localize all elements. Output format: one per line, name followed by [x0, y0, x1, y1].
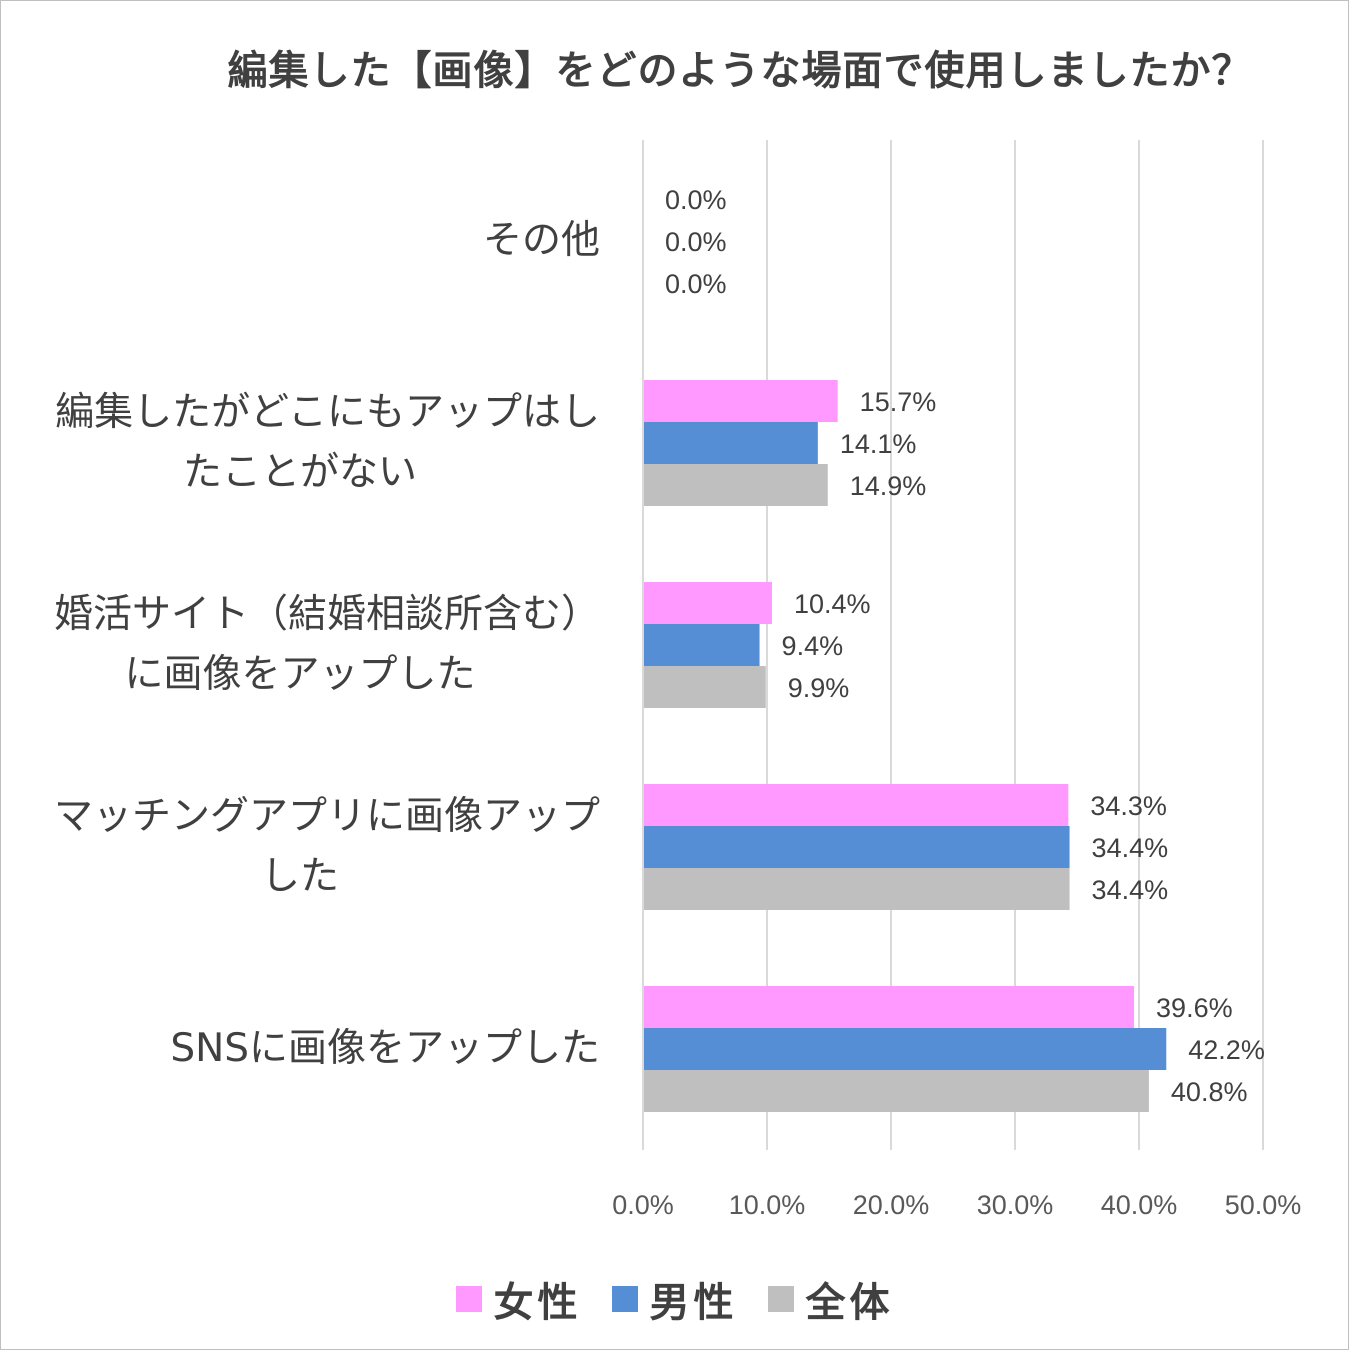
- chart-title: 編集した【画像】をどのような場面で使用しましたか？: [227, 48, 1253, 94]
- bar-male: [643, 624, 760, 666]
- bar-total: [643, 868, 1070, 910]
- legend-swatch-female: [455, 1286, 482, 1312]
- data-label-male: 42.2%: [1188, 1035, 1265, 1065]
- data-label-male: 34.4%: [1092, 833, 1169, 863]
- data-label-female: 15.7%: [860, 387, 937, 417]
- data-label-male: 9.4%: [782, 631, 844, 661]
- legend-item-female: 女性: [455, 1270, 582, 1328]
- legend-swatch-total: [767, 1286, 794, 1312]
- legend-label-male: 男性: [649, 1280, 738, 1326]
- data-label-female: 10.4%: [794, 589, 871, 619]
- category-label-line: たことがない: [182, 450, 417, 495]
- category-label-line: 編集したがどこにもアップはし: [55, 390, 600, 435]
- bar-total: [643, 464, 828, 506]
- x-tick-label: 20.0%: [853, 1190, 930, 1220]
- x-tick-label: 0.0%: [612, 1190, 674, 1220]
- bar-male: [643, 422, 818, 464]
- data-label-female: 39.6%: [1156, 993, 1233, 1023]
- data-label-total: 0.0%: [665, 269, 727, 299]
- category-label-line: SNSに画像をアップした: [170, 1026, 600, 1071]
- bar-female: [643, 582, 772, 624]
- category-label: 編集したがどこにもアップはしたことがない: [0, 383, 600, 503]
- category-label: その他: [0, 211, 600, 271]
- legend-label-total: 全体: [805, 1280, 894, 1326]
- data-label-total: 34.4%: [1092, 875, 1169, 905]
- bar-male: [643, 1028, 1167, 1070]
- bar-total: [643, 1070, 1149, 1112]
- bar-female: [643, 380, 838, 422]
- legend-item-total: 全体: [767, 1270, 894, 1328]
- x-tick-label: 40.0%: [1101, 1190, 1178, 1220]
- data-label-total: 40.8%: [1171, 1077, 1248, 1107]
- category-label-line: マッチングアプリに画像アップ: [53, 794, 600, 839]
- category-label-line: に画像をアップした: [124, 652, 476, 697]
- bar-female: [643, 784, 1069, 826]
- data-label-male: 14.1%: [840, 429, 917, 459]
- category-label-line: 婚活サイト（結婚相談所含む）: [53, 592, 600, 637]
- data-label-female: 0.0%: [665, 185, 727, 215]
- bar-male: [643, 826, 1070, 868]
- bar-total: [643, 666, 766, 708]
- category-label: SNSに画像をアップした: [0, 1019, 600, 1079]
- category-label-line: した: [260, 854, 339, 899]
- data-label-male: 0.0%: [665, 227, 727, 257]
- legend-item-male: 男性: [611, 1270, 738, 1328]
- legend: 女性 男性 全体: [0, 1270, 1349, 1328]
- data-label-female: 34.3%: [1090, 791, 1167, 821]
- data-label-total: 14.9%: [850, 471, 927, 501]
- category-label: 婚活サイト（結婚相談所含む） に画像をアップした: [0, 585, 600, 705]
- data-label-total: 9.9%: [788, 673, 850, 703]
- category-label-line: その他: [482, 218, 600, 263]
- x-tick-label: 50.0%: [1225, 1190, 1302, 1220]
- x-tick-label: 10.0%: [729, 1190, 806, 1220]
- legend-label-female: 女性: [493, 1280, 582, 1326]
- bar-female: [643, 986, 1135, 1028]
- legend-swatch-male: [611, 1286, 638, 1312]
- x-tick-label: 30.0%: [977, 1190, 1054, 1220]
- category-label: マッチングアプリに画像アップした: [0, 787, 600, 907]
